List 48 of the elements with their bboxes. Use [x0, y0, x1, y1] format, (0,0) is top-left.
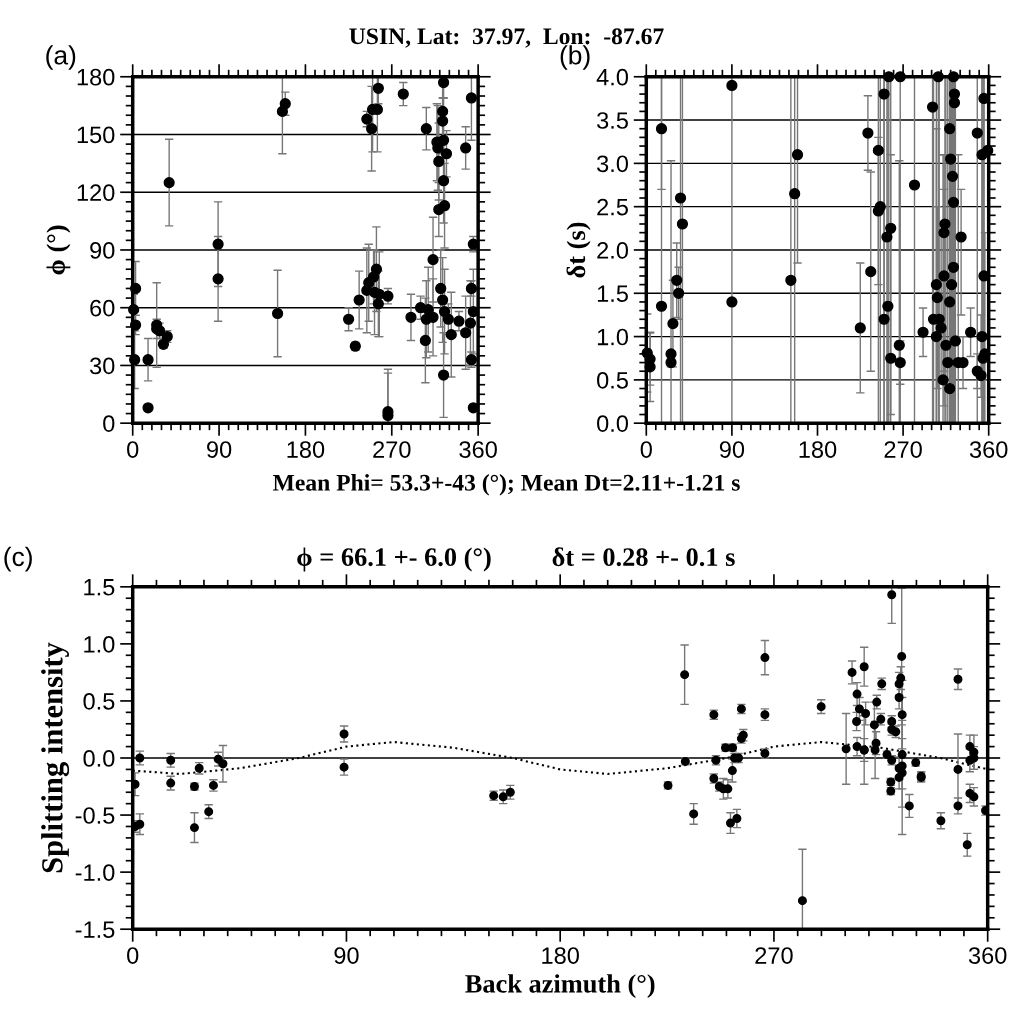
y-tick-label: 90: [90, 242, 115, 259]
y-tick-label: 180: [77, 68, 115, 86]
y-tick-label: 2.0: [597, 242, 629, 259]
x-axis-title: Back azimuth (°): [465, 974, 655, 999]
y-axis-title: Splitting intensity: [41, 642, 70, 873]
x-tick-label: 360: [969, 441, 1008, 458]
y-tick-label: 0.0: [83, 750, 115, 767]
x-tick-label: 0: [127, 947, 139, 964]
y-tick-label: 1.0: [84, 635, 115, 653]
y-axis-title: δt (s): [566, 222, 591, 278]
x-tick-label: 360: [459, 441, 497, 458]
x-tick-label: 270: [373, 441, 411, 458]
x-tick-label: 90: [334, 947, 359, 964]
text: (b): [560, 45, 590, 70]
x-axis-title: Mean Phi= 53.3+-43 (°); Mean Dt=2.11+-1.21 s: [272, 474, 740, 496]
x-tick-label: 180: [799, 441, 837, 458]
x-tick-label: 0: [127, 441, 139, 458]
x-tick-label: 90: [719, 441, 745, 458]
y-tick-label: 1.0: [597, 328, 629, 346]
y-tick-label: 3.5: [597, 112, 628, 129]
y-tick-label: 4.0: [596, 68, 629, 86]
y-tick-label: 1.5: [597, 285, 628, 303]
text: (c): [4, 546, 32, 572]
y-tick-label: 30: [89, 357, 115, 375]
y-axis-title: ϕ (°): [46, 225, 71, 275]
x-tick-label: 270: [755, 947, 793, 964]
x-tick-label: 180: [287, 441, 325, 458]
y-tick-label: 0.5: [597, 371, 628, 389]
text: (a): [46, 45, 76, 70]
y-tick-label: 0.5: [83, 693, 115, 710]
y-tick-label: 0: [103, 415, 115, 432]
x-tick-label: 360: [968, 947, 1007, 964]
y-tick-label: 0.0: [597, 415, 629, 432]
y-tick-label: -1.0: [75, 864, 115, 881]
y-tick-label: 120: [77, 184, 115, 202]
x-tick-label: 0: [640, 441, 652, 458]
chart-subtitle: δt = 0.28 +- 0.1 s: [552, 547, 735, 567]
y-tick-label: -0.5: [75, 807, 115, 824]
x-tick-label: 270: [884, 441, 922, 458]
x-tick-label: 90: [207, 441, 232, 458]
y-tick-label: -1.5: [75, 921, 115, 938]
x-tick-label: 180: [542, 947, 579, 964]
y-tick-label: 2.5: [597, 198, 628, 216]
y-tick-label: 1.5: [84, 579, 115, 596]
y-tick-label: 3.0: [597, 155, 629, 173]
y-tick-label: 60: [90, 299, 115, 317]
chart-title: ϕ = 66.1 +- 6.0 (°): [297, 547, 491, 572]
y-tick-label: 150: [77, 126, 115, 144]
